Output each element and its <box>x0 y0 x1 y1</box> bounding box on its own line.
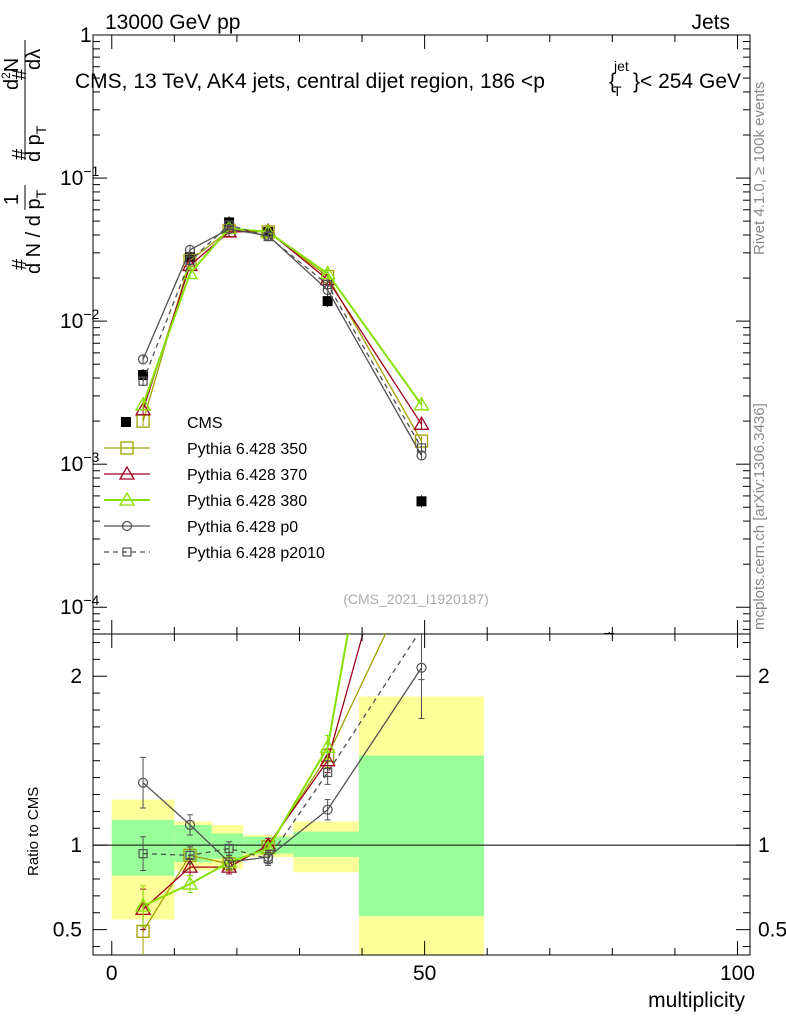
p380-ratio-line <box>142 634 349 907</box>
legend-label-p380: Pythia 6.428 380 <box>187 493 307 510</box>
x-axis-label: multiplicity <box>648 989 745 1012</box>
y-tick-label-main: 1 <box>80 24 92 47</box>
p370-point <box>134 401 152 416</box>
rivet-label: Rivet 4.1.0, ≥ 100k events <box>751 82 768 255</box>
ratio-y-label: Ratio to CMS <box>25 787 42 876</box>
energy-label: 13000 GeV pp <box>105 11 240 34</box>
legend-label-p2010: Pythia 6.428 p2010 <box>187 545 325 562</box>
category-label: Jets <box>691 11 730 34</box>
p0-ratio-point <box>322 804 333 815</box>
p380-point <box>134 396 152 411</box>
p380-ratio-point <box>319 738 336 753</box>
p380-ratio-point <box>134 897 152 912</box>
cms-point <box>604 632 615 634</box>
y-tick-label-main: 10−4 <box>60 592 100 619</box>
svg-text:1: 1 <box>1 194 23 205</box>
cms-point <box>416 496 427 507</box>
y-tick-label-main: 10−2 <box>60 306 100 333</box>
legend-label-p370: Pythia 6.428 370 <box>187 467 307 484</box>
p0-ratio-point <box>137 777 149 788</box>
ratio-band-inner-5 <box>358 755 485 917</box>
svg-text:{: { <box>609 70 616 93</box>
p370-ratio-point <box>220 858 238 873</box>
p2010-point <box>224 220 234 230</box>
x-tick-label: 100 <box>720 962 755 985</box>
p2010-ratio-point <box>323 767 333 778</box>
p2010-ratio-point <box>263 854 273 864</box>
p2010-point <box>323 279 333 290</box>
p380-ratio-point <box>181 875 199 890</box>
p350-ratio-point <box>416 552 428 564</box>
svg-text:d2N: d2N <box>0 58 23 90</box>
svg-text:d N / d pT: d N / d pT <box>23 189 49 274</box>
legend-marker-p2010 <box>122 547 132 557</box>
legend-marker-p350 <box>120 441 134 455</box>
y-tick-label-ratio: 1 <box>70 834 82 857</box>
legend-marker-p0 <box>121 520 133 532</box>
p2010-point <box>416 443 427 453</box>
p2010-point <box>185 255 195 266</box>
p370-line <box>142 230 423 425</box>
p2010-ratio-point <box>138 849 148 859</box>
y-tick-label-ratio-right: 1 <box>758 834 770 857</box>
p380-point <box>319 265 336 280</box>
legend-label-p350: Pythia 6.428 350 <box>187 441 307 458</box>
y-axis-label: # 1 d N / d pT # # d2N d pT dλ <box>0 40 49 274</box>
ratio-series <box>134 213 429 955</box>
y-tick-label-ratio-right: 0.5 <box>758 919 786 942</box>
y-tick-label-main: 10−3 <box>60 449 100 476</box>
p380-ratio-point <box>415 213 429 225</box>
ratio-band-inner-2 <box>211 833 244 859</box>
legend-marker-p380 <box>118 491 136 506</box>
p380-point <box>413 396 430 411</box>
svg-text:#: # <box>9 258 31 270</box>
axes: 0 50 100 1 10−1 10−2 10−3 10−4 0.5 0.5 1 1 2 2 <box>53 24 786 985</box>
p2010-ratio-point <box>185 850 195 860</box>
p2010-ratio-line <box>143 634 419 860</box>
y-tick-label-ratio-right: 2 <box>758 665 770 688</box>
svg-text:T: T <box>613 83 622 99</box>
p2010-line <box>142 224 423 449</box>
p0-line <box>142 228 423 456</box>
p0-point <box>137 354 149 365</box>
svg-text:jet: jet <box>613 58 629 74</box>
cms-point <box>322 296 333 307</box>
y-tick-label-main: 10−1 <box>60 163 100 190</box>
svg-text:d pT: d pT <box>23 125 49 162</box>
p2010-ratio-point <box>224 843 234 854</box>
legend: CMS Pythia 6.428 350 Pythia 6.428 370 Pythi… <box>104 415 325 562</box>
y-tick-label-ratio: 2 <box>70 665 82 688</box>
legend-marker-p370 <box>118 465 136 480</box>
svg-text:CMS, 13 TeV, AK4 jets, central: CMS, 13 TeV, AK4 jets, central dijet reg… <box>75 70 545 93</box>
ratio-bands <box>111 696 485 955</box>
svg-text:dλ: dλ <box>23 49 45 70</box>
legend-label-cms: CMS <box>187 415 223 432</box>
legend-label-p0: Pythia 6.428 p0 <box>187 519 298 536</box>
ratio-band-inner-4 <box>293 831 359 858</box>
main-series <box>134 216 615 634</box>
p2010-point <box>263 231 273 242</box>
analysis-watermark: (CMS_2021_I1920187) <box>343 591 489 607</box>
p380-point <box>181 265 199 280</box>
p0-point <box>184 244 196 255</box>
p370-point <box>413 416 430 430</box>
legend-marker-cms <box>121 417 131 427</box>
x-tick-label: 50 <box>413 962 436 985</box>
p2010-point <box>138 376 148 386</box>
p0-ratio-point <box>223 856 235 868</box>
p370-ratio-point <box>181 858 199 873</box>
mcplots-label: mcplots.cern.ch [arXiv:1306.3436] <box>751 403 768 630</box>
p0-ratio-point <box>184 819 196 831</box>
x-tick-label: 0 <box>106 962 118 985</box>
cms-point <box>138 370 149 381</box>
y-tick-label-ratio: 0.5 <box>53 919 82 942</box>
plot-title: CMS, 13 TeV, AK4 jets, central dijet reg… <box>75 58 741 99</box>
svg-text:}< 254 GeV: }< 254 GeV <box>633 70 741 93</box>
p0-ratio-line <box>142 667 423 863</box>
